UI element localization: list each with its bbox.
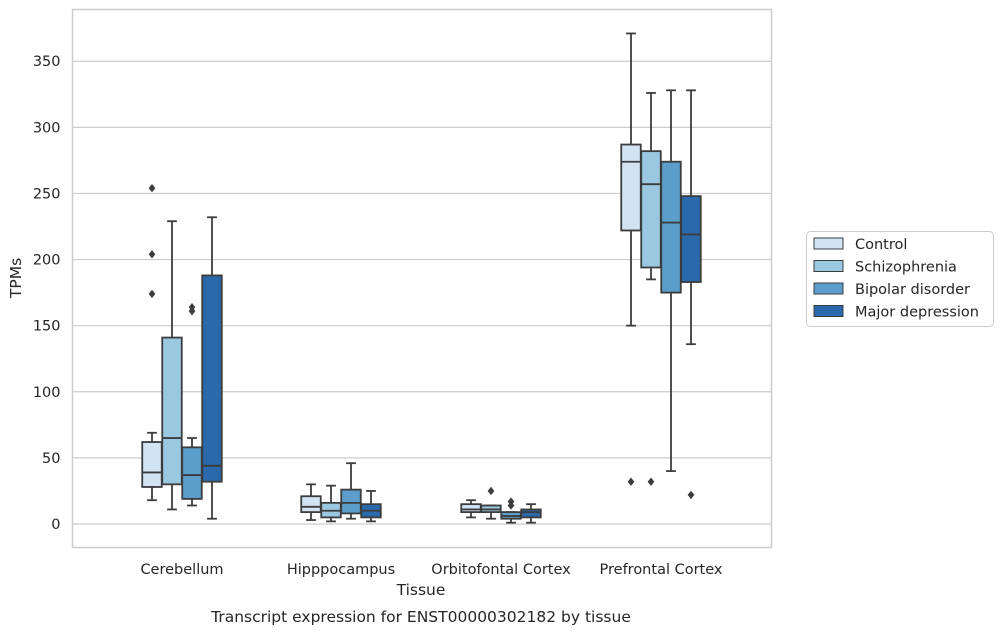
box-body: [660, 160, 682, 294]
y-axis-ticks: 0 50 100 150 200 250 300 350: [33, 54, 61, 533]
outlier-point-0: [627, 477, 635, 486]
x-tick-label-3: Prefrontal Cortex: [600, 562, 723, 578]
outlier-point-1: [188, 302, 196, 312]
x-axis-label: Tissue: [396, 581, 446, 599]
box-body: [520, 508, 542, 519]
box-0-0: [141, 183, 163, 502]
box-body: [640, 150, 662, 269]
box-body: [141, 441, 163, 488]
x-tick-label-2: Orbitofontal Cortex: [431, 562, 571, 578]
box-1-2: [480, 486, 502, 520]
legend-swatch-0: [813, 237, 844, 250]
box-0-2: [460, 499, 482, 519]
box-1-0: [161, 220, 183, 511]
box-body: [620, 143, 642, 232]
y-tick-label-250: 250: [33, 186, 61, 202]
y-tick-label-300: 300: [33, 120, 61, 136]
outlier-point-0: [487, 486, 495, 496]
box-body: [181, 446, 203, 500]
box-3-1: [360, 490, 382, 523]
outlier-point-0: [647, 477, 655, 486]
box-0-3: [620, 32, 642, 486]
plot-frame: [71, 8, 773, 549]
legend-swatch-3: [813, 305, 844, 317]
box-body: [300, 495, 322, 514]
outlier-point-0: [687, 490, 695, 500]
x-tick-label-1: Hipppocampus: [287, 562, 395, 578]
box-2-1: [340, 462, 362, 520]
outlier-point-1: [507, 497, 515, 506]
legend-frame: [806, 231, 994, 327]
box-1-1: [320, 484, 342, 523]
legend-swatch-2: [813, 282, 844, 295]
chart-title: Transcript expression for ENST0000030218…: [210, 608, 631, 626]
box-body: [201, 274, 223, 483]
legend-label-2: Bipolar disorder: [855, 282, 970, 298]
y-tick-label-200: 200: [33, 253, 61, 269]
box-3-2: [520, 503, 542, 524]
y-tick-label-0: 0: [51, 517, 60, 533]
outlier-point-2: [148, 183, 156, 193]
box-2-0: [181, 302, 203, 507]
box-0-1: [300, 483, 322, 521]
box-2-3: [660, 89, 682, 473]
y-tick-label-100: 100: [33, 385, 61, 401]
x-tick-label-0: Cerebellum: [140, 562, 223, 578]
box-3-3: [680, 89, 702, 500]
box-1-3: [640, 92, 662, 486]
y-tick-label-50: 50: [42, 451, 60, 467]
legend-swatch-1: [813, 260, 844, 272]
legend-label-3: Major depression: [855, 305, 979, 321]
x-axis-ticks: Cerebellum Hipppocampus Orbitofontal Corte…: [140, 562, 722, 578]
legend-label-0: Control: [855, 237, 907, 253]
outlier-point-0: [148, 289, 156, 299]
box-body: [161, 336, 183, 486]
box-3-0: [201, 216, 223, 520]
y-tick-label-350: 350: [33, 54, 61, 70]
box-groups: [141, 32, 702, 524]
box-body: [340, 488, 362, 515]
box-body: [460, 503, 482, 514]
box-body: [680, 195, 702, 283]
legend: Control Schizophrenia Bipolar disorder Majo…: [806, 231, 994, 327]
legend-label-1: Schizophrenia: [855, 260, 957, 276]
y-axis-label: TPMs: [7, 258, 25, 299]
box-2-2: [500, 497, 522, 524]
y-tick-label-150: 150: [33, 319, 61, 335]
outlier-point-1: [148, 250, 156, 259]
